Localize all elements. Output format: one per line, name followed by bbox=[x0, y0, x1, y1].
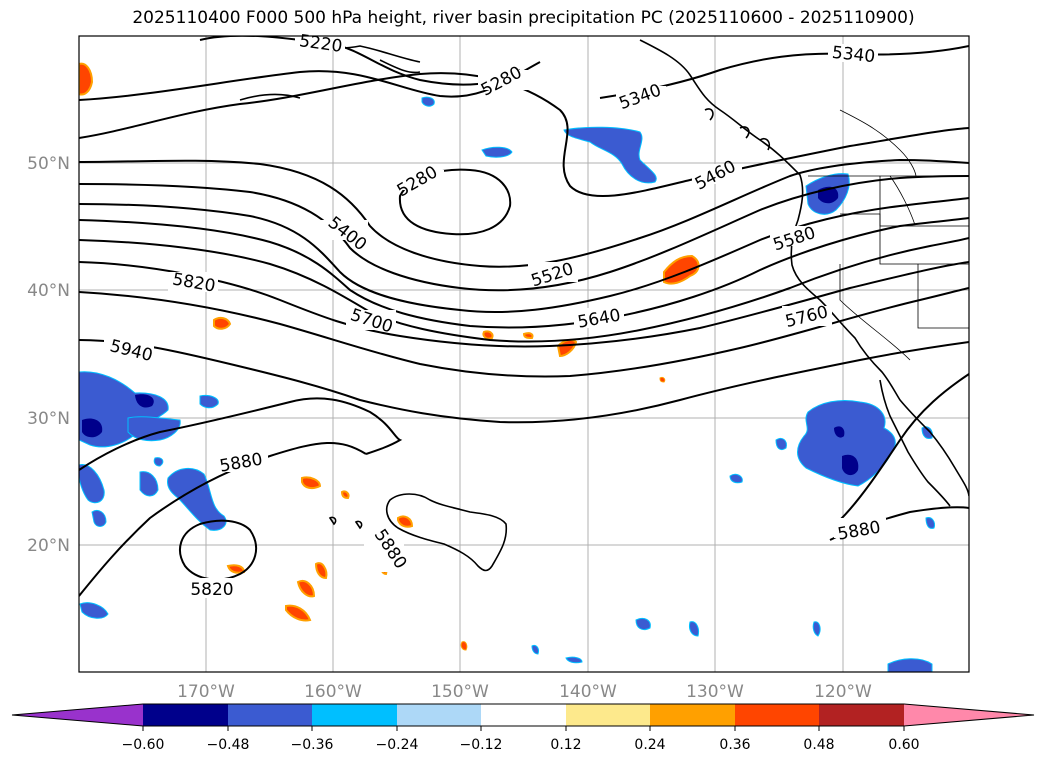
lat-label: 50°N bbox=[27, 154, 70, 174]
lat-label: 40°N bbox=[27, 281, 70, 301]
latitude-labels: 50°N 40°N 30°N 20°N bbox=[27, 154, 70, 556]
colorbar-segment bbox=[481, 704, 566, 726]
colorbar-tick-label: 0.24 bbox=[634, 737, 665, 753]
lon-label: 140°W bbox=[559, 682, 617, 702]
colorbar-tick-label: −0.60 bbox=[122, 737, 165, 753]
lon-label: 150°W bbox=[431, 682, 489, 702]
lat-label: 20°N bbox=[27, 536, 70, 556]
colorbar-tick-label: 0.12 bbox=[550, 737, 581, 753]
colorbar-tick-label: 0.36 bbox=[719, 737, 750, 753]
contour-label: 5340 bbox=[831, 43, 876, 67]
colorbar-segment bbox=[566, 704, 650, 726]
lon-label: 160°W bbox=[304, 682, 362, 702]
colorbar-segment bbox=[650, 704, 735, 726]
lon-label: 170°W bbox=[177, 682, 235, 702]
contour-label: 5820 bbox=[190, 580, 233, 600]
map-title: 2025110400 F000 500 hPa height, river ba… bbox=[132, 8, 915, 28]
colorbar-tick-label: 0.60 bbox=[888, 737, 919, 753]
lon-label: 120°W bbox=[814, 682, 872, 702]
colorbar-tick-label: 0.48 bbox=[803, 737, 834, 753]
colorbar-tick-label: −0.24 bbox=[376, 737, 419, 753]
map-area bbox=[79, 36, 969, 672]
colorbar-extend-left bbox=[12, 704, 143, 726]
colorbar-segment bbox=[228, 704, 312, 726]
colorbar-tick-label: −0.12 bbox=[460, 737, 503, 753]
precipitation-shading bbox=[79, 62, 935, 672]
longitude-labels: 170°W 160°W 150°W 140°W 130°W 120°W bbox=[177, 682, 872, 702]
colorbar-tick-label: −0.48 bbox=[207, 737, 250, 753]
colorbar: −0.60 −0.48 −0.36 −0.24 −0.12 0.12 0.24 … bbox=[11, 703, 1035, 753]
colorbar-segment bbox=[312, 704, 397, 726]
colorbar-segment bbox=[819, 704, 904, 726]
lon-label: 130°W bbox=[686, 682, 744, 702]
map-frame bbox=[78, 35, 970, 673]
colorbar-tick-label: −0.36 bbox=[291, 737, 334, 753]
colorbar-segment bbox=[143, 704, 228, 726]
colorbar-segment bbox=[735, 704, 819, 726]
colorbar-extend-right bbox=[904, 704, 1034, 726]
lat-label: 30°N bbox=[27, 409, 70, 429]
colorbar-segment bbox=[397, 704, 481, 726]
